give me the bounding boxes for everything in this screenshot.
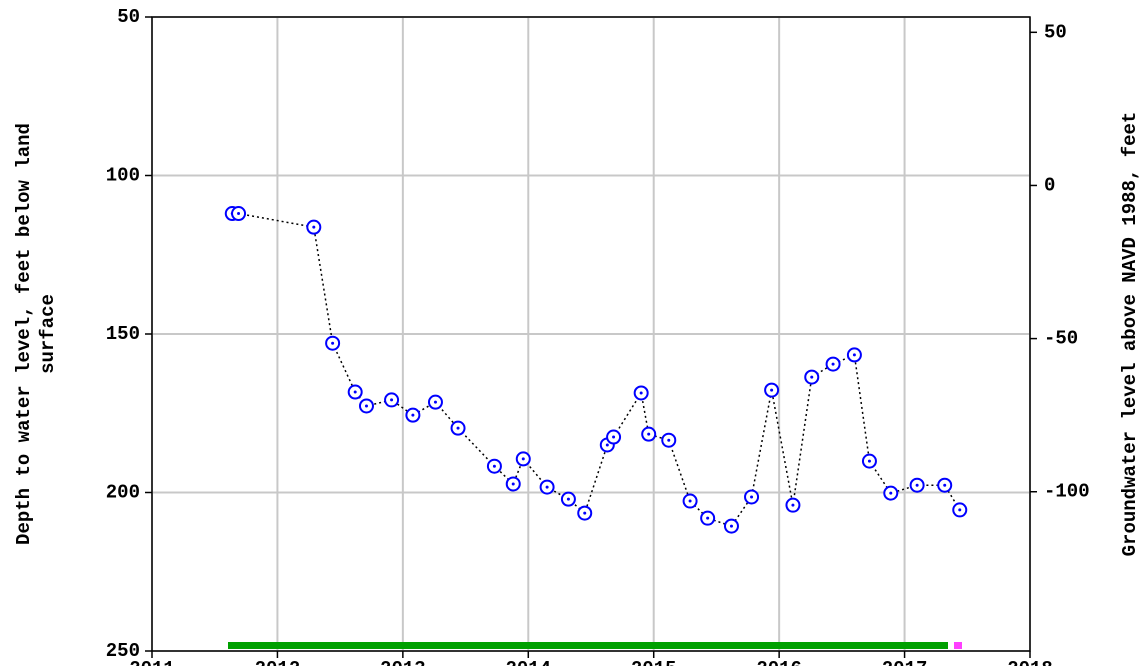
y-axis-label: Depth to water level, feet below land <box>13 123 35 545</box>
data-point-center <box>433 400 437 404</box>
data-point-center <box>639 391 643 395</box>
data-point-center <box>852 353 856 357</box>
data-point-center <box>958 508 962 512</box>
data-point-center <box>667 438 671 442</box>
data-point-center <box>521 457 525 461</box>
y-axis-label: surface <box>37 294 59 374</box>
data-point-center <box>791 503 795 507</box>
data-point-center <box>943 483 947 487</box>
data-point-center <box>706 516 710 520</box>
data-point-center <box>770 388 774 392</box>
approved-period-bar <box>228 642 948 649</box>
x-tick-label: 2013 <box>380 658 426 666</box>
y2-tick-label: 50 <box>1044 21 1067 43</box>
data-point-center <box>750 495 754 499</box>
data-point-center <box>456 426 460 430</box>
x-tick-label: 2014 <box>505 658 551 666</box>
data-point-center <box>545 485 549 489</box>
x-tick-label: 2016 <box>756 658 802 666</box>
y2-tick-label: -100 <box>1044 481 1090 503</box>
x-tick-label: 2012 <box>255 658 301 666</box>
data-point-center <box>831 362 835 366</box>
data-point-center <box>867 459 871 463</box>
y2-tick-label: 0 <box>1044 174 1055 196</box>
x-tick-label: 2017 <box>882 658 928 666</box>
data-point-center <box>312 225 316 229</box>
y2-tick-label: -50 <box>1044 328 1078 350</box>
data-point-center <box>688 499 692 503</box>
y-tick-label: 250 <box>106 640 140 662</box>
data-point-center <box>915 483 919 487</box>
y-tick-label: 50 <box>117 6 140 28</box>
data-point-center <box>566 497 570 501</box>
y-tick-label: 100 <box>106 165 140 187</box>
data-point-center <box>331 341 335 345</box>
y2-axis-label: Groundwater level above NAVD 1988, feet <box>1119 112 1141 557</box>
data-point-center <box>411 413 415 417</box>
x-tick-label: 2011 <box>129 658 175 666</box>
provisional-period-bar <box>954 642 962 649</box>
data-point-center <box>237 212 241 216</box>
data-point-center <box>729 524 733 528</box>
data-point-center <box>511 482 515 486</box>
data-point-center <box>583 511 587 515</box>
data-point-center <box>612 435 616 439</box>
data-point-center <box>492 464 496 468</box>
data-point-center <box>647 432 651 436</box>
x-tick-label: 2015 <box>631 658 677 666</box>
data-point-center <box>810 375 814 379</box>
data-point-center <box>353 390 357 394</box>
x-tick-label: 2018 <box>1007 658 1053 666</box>
data-point-center <box>605 443 609 447</box>
data-point-center <box>390 398 394 402</box>
y-tick-label: 150 <box>106 323 140 345</box>
data-point-center <box>889 491 893 495</box>
y-tick-label: 200 <box>106 482 140 504</box>
data-point-center <box>364 404 368 408</box>
